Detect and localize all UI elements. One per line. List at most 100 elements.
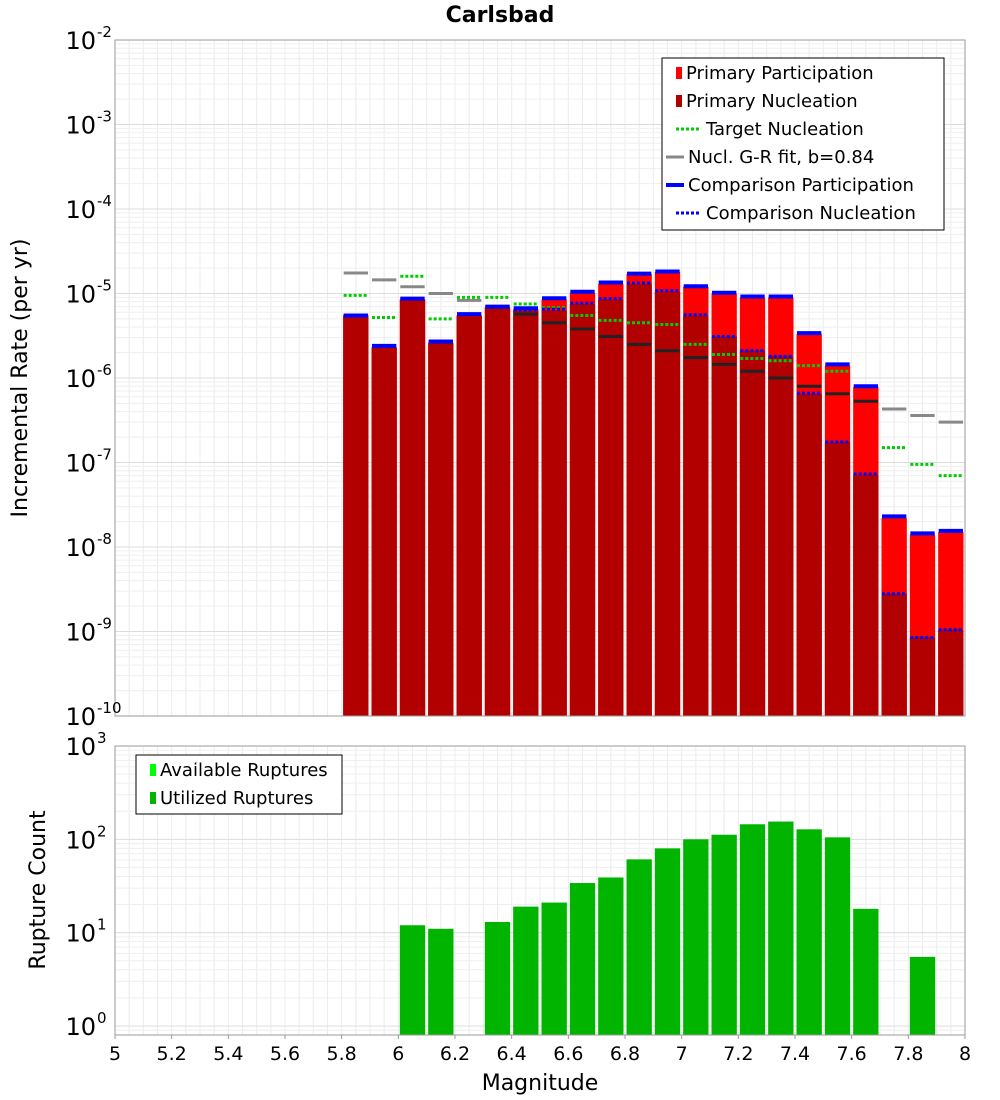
y-tick-label: 10 [65, 733, 96, 761]
rupture-count-bar [513, 906, 539, 1035]
top-lines [343, 269, 963, 639]
rupture-count-bar [739, 824, 766, 1035]
x-tick-label: 7.8 [893, 1043, 923, 1065]
nucleation-bar [881, 593, 907, 716]
rupture-count-bar [598, 877, 624, 1035]
x-tick-label: 8 [959, 1043, 971, 1065]
y-tick-exponent: 0 [97, 1009, 107, 1027]
rupture-count-bar [853, 908, 879, 1035]
top-legend: Primary Participation Primary Nucleation T… [661, 57, 945, 231]
x-tick-label: 6.4 [497, 1043, 527, 1065]
x-tick-label: 6.2 [440, 1043, 470, 1065]
y-tick-label: 10 [65, 112, 96, 140]
x-tick-label: 5.2 [157, 1043, 187, 1065]
nucleation-bar [569, 304, 596, 716]
bottom-plot-frame [114, 745, 966, 1036]
x-tick-label: 7.4 [780, 1043, 810, 1065]
nucleation-bar [938, 629, 964, 716]
rupture-count-bar [654, 848, 681, 1035]
y-tick-label: 10 [65, 196, 96, 224]
y-tick-label: 10 [65, 826, 96, 854]
nucleation-bar [824, 441, 851, 716]
chart-title: Carlsbad [446, 3, 555, 28]
nucleation-bar [513, 311, 539, 716]
y-tick-exponent: -3 [97, 108, 112, 126]
x-tick-label: 5.6 [270, 1043, 300, 1065]
y-tick-label: 10 [65, 281, 96, 309]
nucleation-bar [909, 637, 936, 716]
rupture-count-bar [796, 829, 822, 1035]
x-tick-label: 5 [109, 1043, 121, 1065]
x-tick-label: 7.2 [723, 1043, 753, 1065]
top-y-axis-label: Incremental Rate (per yr) [8, 239, 33, 518]
nucleation-bar [683, 315, 709, 716]
top-plot-frame [114, 39, 966, 717]
rupture-count-bar [428, 928, 454, 1035]
y-tick-exponent: -4 [97, 192, 112, 210]
y-tick-exponent: 2 [97, 822, 107, 840]
legend-label: Target Nucleation [705, 119, 864, 140]
y-tick-label: 10 [65, 365, 96, 393]
y-tick-label: 10 [65, 534, 96, 562]
nucleation-bar [456, 315, 482, 716]
legend-label: Comparison Nucleation [706, 203, 916, 224]
legend-swatch [150, 764, 156, 776]
top-panel: 10-210-310-410-510-610-710-810-910-10 In… [8, 23, 966, 731]
rupture-count-bar [683, 839, 709, 1035]
nucleation-bar [853, 474, 879, 716]
y-tick-label: 10 [65, 1013, 96, 1041]
legend-label: Primary Nucleation [686, 91, 858, 112]
top-y-ticks: 10-210-310-410-510-610-710-810-910-10 [65, 23, 121, 731]
y-tick-exponent: -9 [97, 615, 112, 633]
legend-label: Available Ruptures [160, 760, 328, 781]
rupture-count-bar [399, 925, 426, 1035]
nucleation-bar [654, 291, 681, 716]
nucleation-bar [768, 356, 794, 716]
nucleation-bar [428, 342, 454, 716]
rupture-count-bar [569, 883, 596, 1035]
rupture-count-bar [626, 859, 652, 1035]
bottom-y-axis-label: Rupture Count [26, 810, 51, 970]
y-tick-label: 10 [65, 703, 96, 731]
nucleation-bar [399, 299, 426, 716]
nucleation-bar [343, 315, 369, 716]
nucleation-bar [711, 336, 737, 716]
y-tick-exponent: -6 [97, 361, 112, 379]
legend-swatch [676, 67, 682, 79]
nucleation-bar [626, 283, 652, 716]
legend-swatch [676, 95, 682, 107]
x-tick-label: 7 [676, 1043, 688, 1065]
y-tick-label: 10 [65, 450, 96, 478]
y-tick-label: 10 [65, 920, 96, 948]
legend-label: Primary Participation [686, 63, 874, 84]
nucleation-bar [541, 310, 567, 716]
x-tick-label: 7.6 [837, 1043, 867, 1065]
rupture-count-bar [909, 956, 936, 1035]
rupture-count-bar [541, 902, 567, 1035]
legend-label: Utilized Ruptures [160, 788, 313, 809]
bottom-x-ticks: 5 5.2 5.4 5.6 5.8 6 6.2 6.4 6.6 6.8 7 7.2 7.4 7.6 7.8 8 [109, 1035, 971, 1065]
nucleation-bar [796, 393, 822, 716]
rupture-count-bar [768, 821, 794, 1035]
y-tick-exponent: -5 [97, 277, 112, 295]
x-tick-label: 6 [392, 1043, 404, 1065]
rupture-count-bar [824, 837, 851, 1035]
legend-box [135, 754, 343, 815]
bottom-legend: Available Ruptures Utilized Ruptures [135, 754, 343, 815]
rupture-count-bar [711, 834, 737, 1035]
x-tick-label: 5.4 [213, 1043, 243, 1065]
y-tick-exponent: 3 [97, 729, 107, 747]
nucleation-bar [598, 299, 624, 716]
y-tick-label: 10 [65, 619, 96, 647]
bottom-bars [399, 821, 936, 1035]
legend-label: Nucl. G-R fit, b=0.84 [688, 147, 874, 168]
legend-swatch [150, 792, 156, 804]
y-tick-label: 10 [65, 27, 96, 55]
legend-box [661, 57, 945, 231]
y-tick-exponent: -7 [97, 446, 112, 464]
x-axis-label: Magnitude [482, 1071, 599, 1096]
y-tick-exponent: -2 [97, 23, 112, 41]
